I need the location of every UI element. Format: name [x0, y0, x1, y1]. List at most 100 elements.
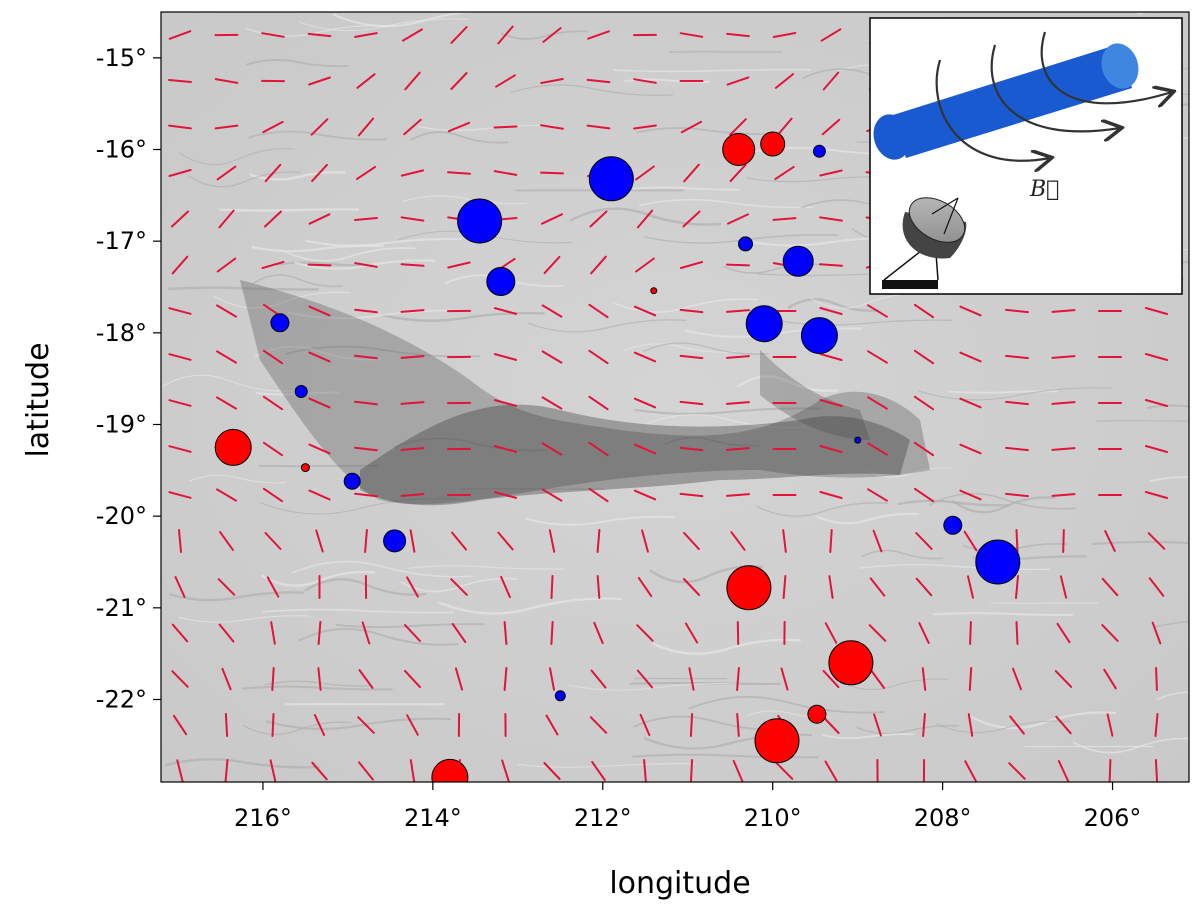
polarization-vector	[1106, 713, 1114, 737]
polarization-vector	[1147, 532, 1166, 550]
polarization-vector	[588, 349, 609, 365]
field-streamline	[332, 12, 514, 28]
field-streamline	[1072, 737, 1189, 754]
polarization-vector	[1056, 622, 1071, 644]
field-streamline	[736, 375, 839, 392]
blue-marker	[554, 690, 566, 702]
red-marker	[214, 428, 252, 466]
polarization-vector	[586, 124, 611, 130]
polarization-vector	[307, 263, 332, 267]
field-streamline	[187, 171, 301, 188]
polarization-vector	[635, 165, 655, 181]
polarization-vector	[819, 307, 843, 315]
polarization-vector	[447, 261, 471, 269]
polarization-vector	[308, 213, 331, 225]
field-streamline	[417, 124, 555, 131]
polarization-vector	[219, 531, 234, 551]
field-streamline	[866, 467, 953, 478]
polarization-vector	[964, 760, 977, 782]
polarization-vector	[1005, 492, 1029, 498]
field-streamline	[283, 247, 416, 262]
field-streamline	[164, 758, 320, 769]
polarization-vector	[736, 667, 740, 691]
field-streamline	[189, 474, 287, 484]
field-streamline	[179, 148, 296, 166]
polarization-vector	[726, 447, 750, 451]
polarization-vector	[588, 395, 609, 411]
polarization-vector	[545, 714, 559, 736]
y-axis-title: latitude	[21, 342, 56, 457]
polarization-vector	[1154, 713, 1159, 737]
polarization-vector	[1101, 624, 1119, 642]
red-marker	[726, 565, 772, 611]
polarization-vector	[400, 169, 425, 177]
field-streamline	[254, 346, 381, 361]
polarization-vector	[354, 492, 378, 498]
field-streamline	[213, 291, 351, 309]
polarization-vector	[682, 210, 701, 228]
polarization-vector	[168, 491, 192, 499]
polarization-vector	[450, 26, 468, 44]
polarization-vector	[689, 713, 694, 737]
polarization-vector	[447, 121, 471, 133]
polarization-vector	[450, 578, 468, 596]
field-texture	[161, 12, 1189, 769]
polarization-vector	[541, 396, 563, 410]
polarization-vector	[317, 667, 322, 691]
polarization-vector	[637, 576, 653, 598]
x-tick-label: 214°	[404, 804, 462, 832]
polarization-vector	[633, 305, 657, 317]
polarization-vector	[680, 120, 703, 134]
polarization-vector	[1051, 355, 1076, 359]
polarization-vector	[688, 667, 695, 691]
polarization-vector	[540, 124, 564, 130]
polarization-vector	[679, 400, 704, 406]
polarization-vector	[867, 304, 888, 318]
polarization-vector	[1005, 308, 1029, 314]
field-streamline	[517, 763, 696, 768]
polarization-vector	[820, 28, 842, 42]
polarization-vector	[1144, 307, 1169, 315]
field-streamline	[1160, 67, 1189, 77]
polarization-vector	[959, 489, 982, 501]
field-streamline	[294, 259, 436, 270]
polarization-vector	[682, 578, 701, 596]
polarization-vector	[308, 351, 331, 363]
field-streamline	[1155, 691, 1189, 701]
polarization-vector	[782, 529, 787, 553]
polarization-vector	[216, 350, 237, 364]
polarization-vector	[596, 529, 601, 553]
polarization-vector	[679, 354, 704, 360]
polarization-vector	[819, 491, 843, 499]
polarization-vector	[1151, 621, 1162, 645]
polarization-vector	[730, 531, 746, 551]
polarization-vector	[313, 714, 326, 736]
polarization-vector	[543, 255, 561, 275]
field-streamline	[178, 615, 310, 623]
field-streamline	[688, 696, 885, 714]
polarization-vector	[548, 529, 556, 553]
polarization-vector	[216, 257, 237, 273]
field-streamline	[297, 627, 459, 646]
polarization-vector	[1005, 354, 1029, 360]
polarization-vector	[1155, 667, 1158, 691]
polarization-vector	[176, 759, 184, 782]
blue-marker	[294, 385, 308, 398]
polarization-vector	[400, 355, 425, 359]
polarization-vector	[358, 669, 374, 689]
polarization-vector	[913, 349, 935, 365]
polarization-vector	[400, 309, 425, 313]
blue-marker	[457, 198, 503, 244]
polarization-vector	[967, 713, 974, 737]
polarization-vector	[451, 623, 467, 643]
polarization-vector	[679, 32, 704, 38]
polarization-vector	[828, 575, 834, 599]
blue-marker	[782, 245, 814, 277]
polarization-vector	[402, 28, 423, 42]
polarization-vector	[819, 216, 843, 222]
polarization-vector	[269, 759, 277, 782]
polarization-vector	[358, 761, 374, 781]
polarization-vector	[261, 32, 285, 38]
polarization-vector	[403, 118, 422, 136]
polarization-vector	[1005, 400, 1029, 406]
